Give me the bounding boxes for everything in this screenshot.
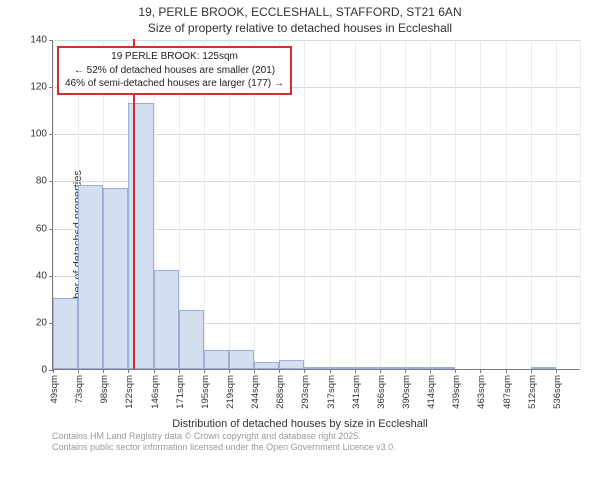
x-tick-mark	[204, 369, 205, 373]
x-tick-mark	[154, 369, 155, 373]
x-tick-label: 317sqm	[326, 375, 337, 409]
gridline-v	[330, 40, 331, 369]
x-tick-mark	[128, 369, 129, 373]
x-tick-label: 195sqm	[200, 375, 211, 409]
histogram-bar	[229, 350, 254, 369]
title-line-1: 19, PERLE BROOK, ECCLESHALL, STAFFORD, S…	[0, 4, 600, 20]
x-tick-mark	[556, 369, 557, 373]
x-tick-label: 439sqm	[451, 375, 462, 409]
histogram-bar	[405, 367, 430, 369]
gridline-v	[506, 40, 507, 369]
callout-line-2: ← 52% of detached houses are smaller (20…	[65, 64, 284, 78]
histogram-bar	[53, 298, 78, 369]
callout-line-3: 46% of semi-detached houses are larger (…	[65, 77, 284, 91]
histogram-bar	[380, 367, 405, 369]
plot-area: 02040608010012014049sqm73sqm98sqm122sqm1…	[52, 40, 580, 370]
gridline-v	[455, 40, 456, 369]
x-tick-label: 341sqm	[351, 375, 362, 409]
gridline-v	[580, 40, 581, 369]
histogram-bar	[154, 270, 179, 369]
footer-line-1: Contains HM Land Registry data © Crown c…	[52, 431, 396, 443]
x-tick-label: 390sqm	[401, 375, 412, 409]
x-tick-mark	[179, 369, 180, 373]
x-tick-mark	[103, 369, 104, 373]
histogram-bar	[103, 188, 128, 370]
x-tick-label: 463sqm	[476, 375, 487, 409]
histogram-bar	[279, 360, 304, 369]
x-tick-label: 366sqm	[376, 375, 387, 409]
x-axis-label: Distribution of detached houses by size …	[0, 418, 600, 430]
x-tick-mark	[229, 369, 230, 373]
histogram-bar	[254, 362, 279, 369]
x-tick-label: 293sqm	[300, 375, 311, 409]
x-tick-label: 146sqm	[150, 375, 161, 409]
marker-callout: 19 PERLE BROOK: 125sqm ← 52% of detached…	[57, 46, 292, 95]
x-tick-mark	[430, 369, 431, 373]
x-tick-label: 512sqm	[527, 375, 538, 409]
gridline-v	[304, 40, 305, 369]
gridline-v	[430, 40, 431, 369]
x-tick-mark	[279, 369, 280, 373]
gridline-v	[556, 40, 557, 369]
footer-attribution: Contains HM Land Registry data © Crown c…	[52, 431, 396, 454]
histogram-bar	[355, 367, 380, 369]
chart-area: Number of detached properties 0204060801…	[0, 36, 600, 456]
histogram-bar	[330, 367, 355, 369]
title-line-2: Size of property relative to detached ho…	[0, 20, 600, 36]
histogram-bar	[531, 367, 556, 369]
gridline-v	[405, 40, 406, 369]
x-tick-mark	[78, 369, 79, 373]
x-tick-label: 244sqm	[250, 375, 261, 409]
x-tick-label: 414sqm	[426, 375, 437, 409]
x-tick-label: 171sqm	[175, 375, 186, 409]
histogram-bar	[430, 367, 455, 369]
x-tick-mark	[355, 369, 356, 373]
gridline-v	[480, 40, 481, 369]
x-tick-label: 536sqm	[552, 375, 563, 409]
x-tick-mark	[455, 369, 456, 373]
x-tick-label: 73sqm	[74, 375, 85, 404]
x-tick-label: 122sqm	[124, 375, 135, 409]
histogram-bar	[179, 310, 204, 369]
histogram-bar	[304, 367, 329, 369]
gridline-v	[355, 40, 356, 369]
footer-line-2: Contains public sector information licen…	[52, 442, 396, 454]
x-tick-mark	[254, 369, 255, 373]
x-tick-mark	[405, 369, 406, 373]
gridline-v	[531, 40, 532, 369]
callout-line-1: 19 PERLE BROOK: 125sqm	[65, 50, 284, 64]
x-tick-mark	[480, 369, 481, 373]
x-tick-mark	[380, 369, 381, 373]
chart-title-block: 19, PERLE BROOK, ECCLESHALL, STAFFORD, S…	[0, 0, 600, 36]
histogram-bar	[204, 350, 229, 369]
x-tick-mark	[53, 369, 54, 373]
gridline-v	[380, 40, 381, 369]
x-tick-label: 98sqm	[99, 375, 110, 404]
x-tick-label: 219sqm	[225, 375, 236, 409]
x-tick-label: 49sqm	[49, 375, 60, 404]
x-tick-mark	[330, 369, 331, 373]
histogram-bar	[78, 185, 103, 369]
x-tick-mark	[304, 369, 305, 373]
x-tick-label: 268sqm	[275, 375, 286, 409]
x-tick-mark	[506, 369, 507, 373]
x-tick-mark	[531, 369, 532, 373]
x-tick-label: 487sqm	[502, 375, 513, 409]
